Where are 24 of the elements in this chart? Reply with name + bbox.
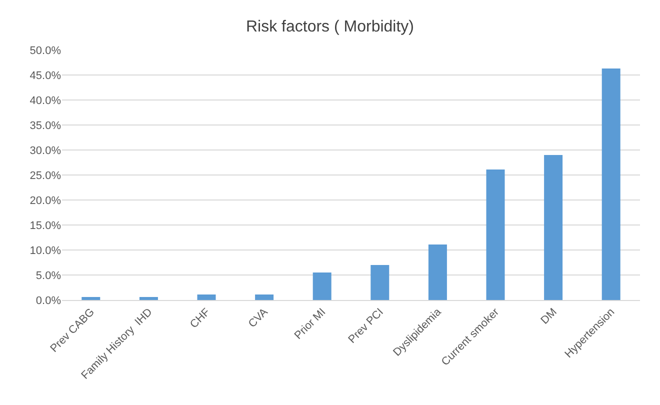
bar	[602, 68, 620, 300]
bar	[255, 294, 274, 300]
y-tick-label: 35.0%	[30, 120, 62, 132]
bar	[544, 155, 563, 300]
y-tick-label: 5.0%	[36, 270, 62, 282]
y-tick-label: 0.0%	[36, 294, 62, 307]
x-tick-label: CVA	[246, 306, 271, 330]
bar	[428, 244, 447, 300]
y-tick-label: 25.0%	[30, 170, 62, 182]
bar	[486, 170, 505, 300]
y-tick-label: 10.0%	[30, 244, 62, 257]
y-tick-label: 15.0%	[30, 220, 62, 232]
y-tick-label: 40.0%	[30, 94, 62, 107]
bar	[139, 297, 158, 300]
y-tick-label: 30.0%	[30, 144, 62, 157]
y-tick-label: 20.0%	[30, 194, 62, 207]
bar	[370, 265, 390, 300]
y-tick-label: 45.0%	[30, 70, 62, 82]
x-tick-label: DM	[538, 306, 560, 327]
bar	[82, 297, 100, 300]
bar	[197, 294, 216, 300]
y-tick-label: 50.0%	[30, 44, 62, 57]
bar	[312, 272, 332, 300]
chart-title: Risk factors ( Morbidity)	[246, 18, 414, 36]
